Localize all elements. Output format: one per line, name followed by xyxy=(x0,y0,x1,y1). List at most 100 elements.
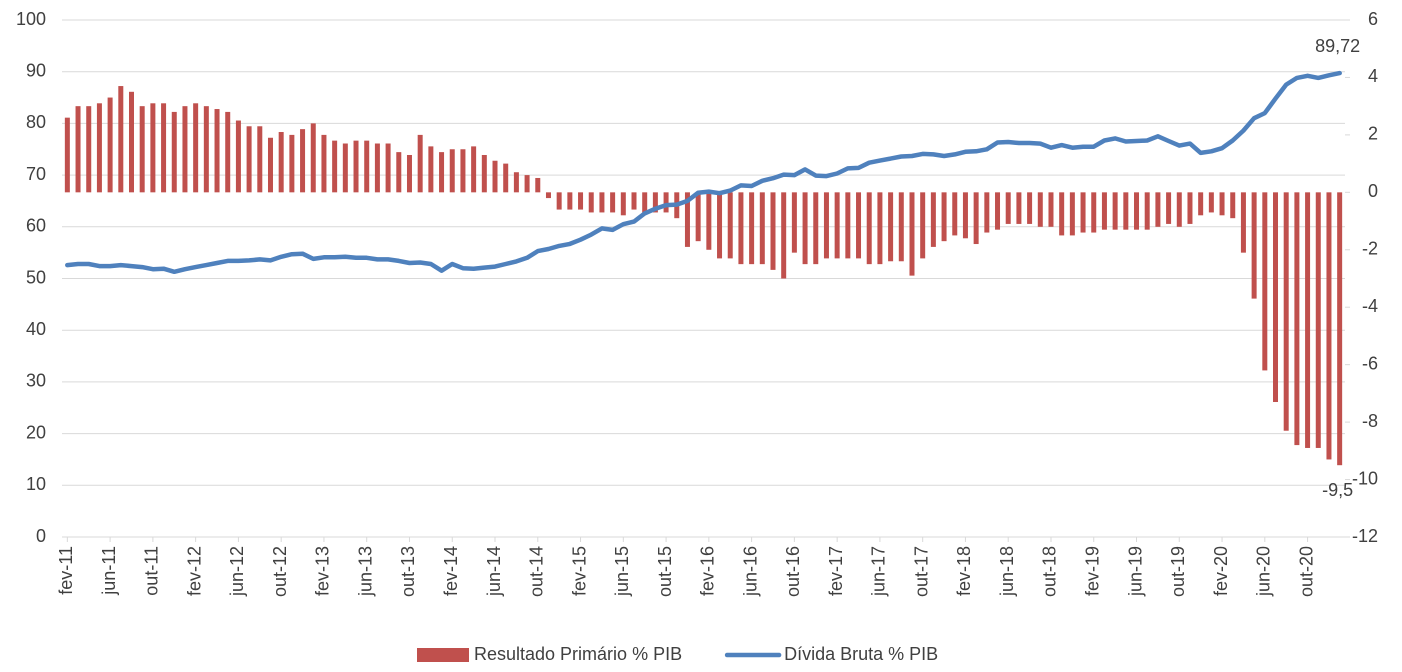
x-tick-label: jun-11 xyxy=(99,546,119,596)
x-tick-label: jun-14 xyxy=(484,546,504,597)
bar xyxy=(1069,192,1075,236)
bar xyxy=(128,91,134,193)
bar xyxy=(150,103,156,193)
bar xyxy=(984,192,990,233)
bar xyxy=(738,192,744,265)
bar xyxy=(235,120,241,193)
bar xyxy=(278,132,284,193)
bar xyxy=(481,154,487,193)
bar xyxy=(460,149,466,193)
bar xyxy=(781,192,787,279)
bar xyxy=(1027,192,1033,224)
bar xyxy=(909,192,915,276)
bar xyxy=(877,192,883,265)
bar xyxy=(193,103,199,193)
bar xyxy=(257,126,263,193)
bar xyxy=(695,192,701,242)
bar xyxy=(1230,192,1236,219)
bar xyxy=(1208,192,1214,213)
bar xyxy=(246,126,252,193)
bar xyxy=(449,149,455,193)
bar xyxy=(545,192,551,199)
bar xyxy=(1315,192,1321,448)
x-tick-label: out-15 xyxy=(655,546,675,597)
bar xyxy=(385,143,391,193)
bar xyxy=(1283,192,1289,431)
y-tick-label: 60 xyxy=(26,216,46,236)
y-tick-label: 80 xyxy=(26,112,46,132)
bar xyxy=(332,140,338,193)
bar xyxy=(684,192,690,247)
bar xyxy=(203,106,209,193)
y-tick-label: 30 xyxy=(26,371,46,391)
bar xyxy=(717,192,723,259)
bar xyxy=(995,192,1001,230)
y-tick-label: 50 xyxy=(26,267,46,287)
y-tick-label: 0 xyxy=(36,526,46,546)
legend-label: Dívida Bruta % PIB xyxy=(784,644,938,664)
bar xyxy=(620,192,626,216)
bar xyxy=(1059,192,1065,236)
bar xyxy=(1048,192,1054,227)
y-tick-label: 40 xyxy=(26,319,46,339)
y-tick-label: 10 xyxy=(26,474,46,494)
bar xyxy=(749,192,755,265)
bar xyxy=(920,192,926,259)
legend-label: Resultado Primário % PIB xyxy=(474,644,682,664)
y2-tick-label: -12 xyxy=(1352,526,1378,546)
bar xyxy=(888,192,894,262)
bar xyxy=(845,192,851,259)
bar xyxy=(535,177,541,193)
bar xyxy=(642,192,648,213)
bar xyxy=(556,192,562,210)
bar xyxy=(86,106,92,193)
bar xyxy=(567,192,573,210)
y-tick-label: 20 xyxy=(26,422,46,442)
line xyxy=(65,70,1342,275)
x-tick-label: jun-17 xyxy=(869,546,889,597)
bar xyxy=(962,192,968,239)
bar xyxy=(1176,192,1182,227)
bar xyxy=(107,97,113,193)
bar xyxy=(118,86,124,193)
bar xyxy=(439,152,445,193)
bar xyxy=(182,106,188,193)
x-tick-label: out-18 xyxy=(1040,546,1060,597)
bar xyxy=(631,192,637,210)
bar xyxy=(96,103,102,193)
bar xyxy=(1112,192,1118,230)
y2-tick-label: 4 xyxy=(1368,66,1378,86)
x-tick-label: out-13 xyxy=(398,546,418,597)
bar xyxy=(1123,192,1129,230)
bar xyxy=(171,111,177,193)
bar xyxy=(1219,192,1225,216)
y-tick-label: 90 xyxy=(26,60,46,80)
x-tick-label: fev-17 xyxy=(826,546,846,596)
y2-tick-label: -6 xyxy=(1362,353,1378,373)
y2-tick-label: 0 xyxy=(1368,181,1378,201)
bar xyxy=(802,192,808,265)
bar xyxy=(599,192,605,213)
bar xyxy=(866,192,872,265)
x-tick-label: jun-20 xyxy=(1254,546,1274,597)
bar xyxy=(161,103,167,193)
y2-tick-label: 6 xyxy=(1368,9,1378,29)
bar xyxy=(417,134,423,193)
bar xyxy=(1337,192,1343,466)
y2-tick-label: -8 xyxy=(1362,411,1378,431)
y2-tick-label: -10 xyxy=(1352,468,1378,488)
bar xyxy=(214,109,220,193)
y-tick-label: 70 xyxy=(26,164,46,184)
bar xyxy=(1016,192,1022,224)
bar xyxy=(524,175,530,193)
bar xyxy=(588,192,594,213)
bar xyxy=(428,146,434,193)
x-tick-label: out-11 xyxy=(142,546,162,596)
bar xyxy=(300,129,306,193)
y2-tick-label: 2 xyxy=(1368,124,1378,144)
x-tick-label: out-12 xyxy=(270,546,290,597)
bar xyxy=(471,146,477,193)
y2-tick-label: -4 xyxy=(1362,296,1378,316)
bar xyxy=(1262,192,1268,371)
